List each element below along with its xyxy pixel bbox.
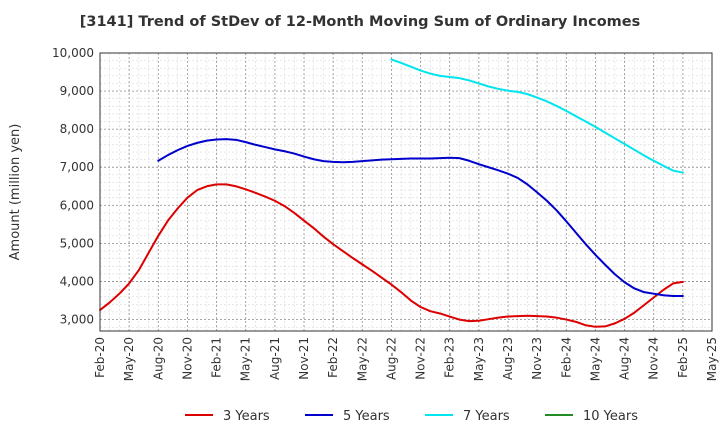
legend-label: 5 Years (343, 409, 390, 424)
y-tick-label: 8,000 (60, 122, 94, 136)
x-tick-label: Feb-24 (559, 337, 573, 378)
legend-label: 3 Years (223, 409, 270, 424)
x-tick-label: Feb-25 (676, 337, 690, 378)
x-tick-label: Feb-23 (443, 337, 457, 378)
y-tick-label: 10,000 (52, 46, 94, 60)
x-tick-label: May-22 (355, 337, 369, 381)
y-tick-label: 6,000 (60, 198, 94, 212)
legend-label: 10 Years (583, 409, 638, 424)
y-tick-label: 5,000 (60, 236, 94, 250)
x-tick-label: May-25 (705, 337, 719, 381)
x-tick-label: Nov-23 (530, 337, 544, 380)
x-tick-label: Nov-22 (414, 337, 428, 380)
x-tick-label: May-20 (122, 337, 136, 381)
x-tick-label: Nov-24 (647, 337, 661, 380)
x-axis-ticks: Feb-20 May-20 Aug-20 Nov-20 Feb-21 May-21 Aug-… (93, 337, 719, 381)
x-tick-label: May-23 (472, 337, 486, 381)
series-line-7-years (390, 58, 684, 174)
series-line-3-years (99, 183, 684, 328)
x-tick-label: Feb-20 (93, 337, 107, 378)
y-tick-label: 9,000 (60, 84, 94, 98)
y-tick-label: 4,000 (60, 274, 94, 288)
x-tick-label: Nov-21 (297, 337, 311, 380)
x-tick-label: Aug-24 (618, 337, 632, 380)
legend-label: 7 Years (463, 409, 510, 424)
x-tick-label: Aug-23 (501, 337, 515, 380)
x-tick-label: May-24 (588, 337, 602, 381)
x-tick-label: Aug-20 (151, 337, 165, 380)
series-line-5-years (157, 138, 684, 297)
x-tick-label: May-21 (239, 337, 253, 381)
x-tick-label: Feb-21 (210, 337, 224, 378)
y-tick-label: 3,000 (60, 313, 94, 327)
x-tick-label: Feb-22 (326, 337, 340, 378)
plot-area-frame (99, 52, 713, 332)
grid (99, 52, 713, 331)
x-tick-label: Aug-22 (384, 337, 398, 380)
y-axis-ticks: 3,000 4,000 5,000 6,000 7,000 8,000 9,000 10,00… (52, 46, 94, 327)
legend: 3 Years 5 Years 7 Years 10 Years (185, 409, 638, 424)
chart-title: [3141] Trend of StDev of 12-Month Moving… (79, 14, 641, 30)
series-lines (99, 58, 684, 328)
x-tick-label: Nov-20 (180, 337, 194, 380)
y-tick-label: 7,000 (60, 160, 94, 174)
x-tick-label: Aug-21 (268, 337, 282, 380)
y-axis-label: Amount (million yen) (8, 124, 23, 261)
